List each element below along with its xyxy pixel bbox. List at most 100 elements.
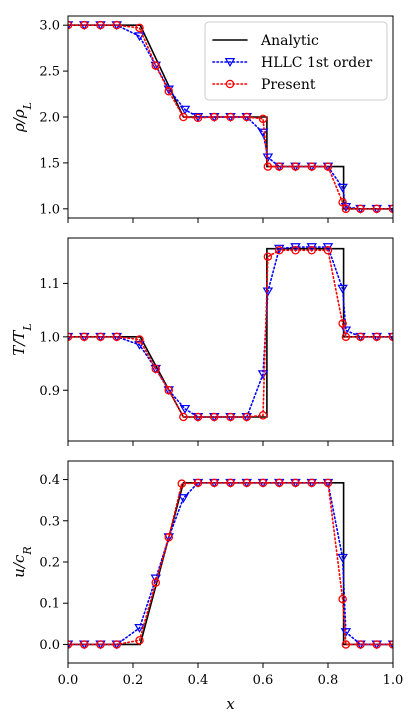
data-point (164, 385, 173, 395)
data-point (307, 162, 316, 171)
series-hllc-1st-order (68, 243, 393, 422)
data-point (226, 412, 235, 422)
x-axis-label: x (226, 695, 235, 713)
data-point (323, 246, 333, 255)
y-tick-label: 2.5 (39, 65, 60, 80)
data-point (96, 640, 105, 649)
data-point (337, 284, 348, 294)
series-analytic (68, 24, 393, 210)
legend: Analytic HLLC 1st order Present (204, 21, 388, 101)
data-point (96, 20, 105, 30)
y-tick-label: 0.2 (39, 556, 60, 571)
series-hllc-1st-order (68, 478, 393, 650)
data-point (179, 412, 188, 422)
y-tick-label: 0.1 (39, 597, 60, 612)
data-point (340, 326, 352, 336)
panel-3: 0.0 0.1 0.2 0.3 0.4 0.0 0.2 0.4 0.6 0.8 1.0 u/cR x (10, 460, 403, 713)
data-point (135, 23, 144, 33)
x-tick-label: 0.4 (188, 673, 209, 688)
data-point (163, 85, 174, 95)
data-point (112, 332, 122, 342)
data-point (134, 340, 145, 350)
data-point (307, 478, 316, 488)
data-point (307, 246, 316, 255)
y-tick-label: 1.0 (39, 202, 60, 217)
data-point (135, 335, 144, 344)
series-line (68, 247, 393, 418)
x-tick-label: 0.0 (58, 673, 79, 688)
data-point (340, 628, 352, 638)
series-line (68, 24, 393, 210)
data-point (112, 640, 122, 649)
y-tick-label: 1.1 (39, 277, 60, 292)
data-point (209, 478, 219, 488)
data-point (258, 478, 268, 488)
data-point (387, 332, 393, 342)
series-line (68, 24, 393, 210)
legend-marker (225, 79, 235, 89)
data-point (258, 114, 268, 124)
data-point (338, 319, 347, 328)
y-tick-label: 1.0 (39, 330, 60, 345)
legend-box (204, 21, 388, 101)
series-line (68, 249, 393, 418)
legend-label: Present (261, 77, 316, 93)
data-point (193, 412, 203, 422)
y-tick-label: 0.0 (39, 638, 60, 653)
axes-frame (67, 237, 394, 442)
data-point (226, 112, 235, 122)
data-point (242, 478, 251, 488)
legend-label: HLLC 1st order (261, 55, 373, 71)
data-point (356, 204, 365, 214)
y-tick-label: 2.0 (39, 111, 60, 126)
data-point (80, 332, 89, 342)
legend-entry: Present (212, 77, 316, 93)
data-point (80, 20, 89, 30)
data-point (209, 112, 219, 122)
data-point (151, 61, 160, 70)
data-point (242, 412, 251, 422)
series-analytic (68, 481, 393, 646)
data-point (193, 478, 203, 488)
data-point (164, 87, 173, 96)
data-point (356, 332, 365, 342)
data-point (257, 128, 269, 138)
data-point (151, 578, 160, 587)
data-point (80, 640, 89, 649)
y-tick-label: 0.9 (39, 384, 60, 399)
series-present (68, 20, 393, 214)
y-tick-label: 0.4 (39, 473, 60, 488)
y-tick-label: 1.5 (39, 156, 60, 171)
series-line (68, 24, 393, 210)
data-point (96, 332, 105, 342)
data-point (341, 332, 351, 342)
data-point (337, 553, 348, 563)
data-point (262, 153, 274, 163)
series-line (68, 481, 393, 646)
series-present (68, 478, 393, 649)
series-line (68, 481, 393, 646)
data-point (112, 20, 122, 30)
data-point (372, 640, 381, 649)
data-point (356, 640, 365, 649)
legend-entry: Analytic (212, 33, 319, 49)
series-analytic (68, 247, 393, 418)
series-line (68, 481, 393, 646)
data-point (150, 574, 161, 584)
data-point (291, 246, 300, 255)
data-point (135, 636, 144, 645)
data-point (337, 183, 348, 193)
series-present (68, 246, 393, 422)
data-point (263, 162, 273, 171)
data-point (262, 287, 274, 297)
data-point (274, 244, 285, 254)
data-point (263, 252, 273, 261)
data-point (134, 623, 145, 633)
data-point (134, 32, 145, 42)
data-point (179, 112, 188, 122)
data-point (177, 479, 186, 488)
x-tick-label: 0.6 (253, 673, 274, 688)
data-point (193, 113, 203, 123)
data-point (151, 364, 160, 374)
